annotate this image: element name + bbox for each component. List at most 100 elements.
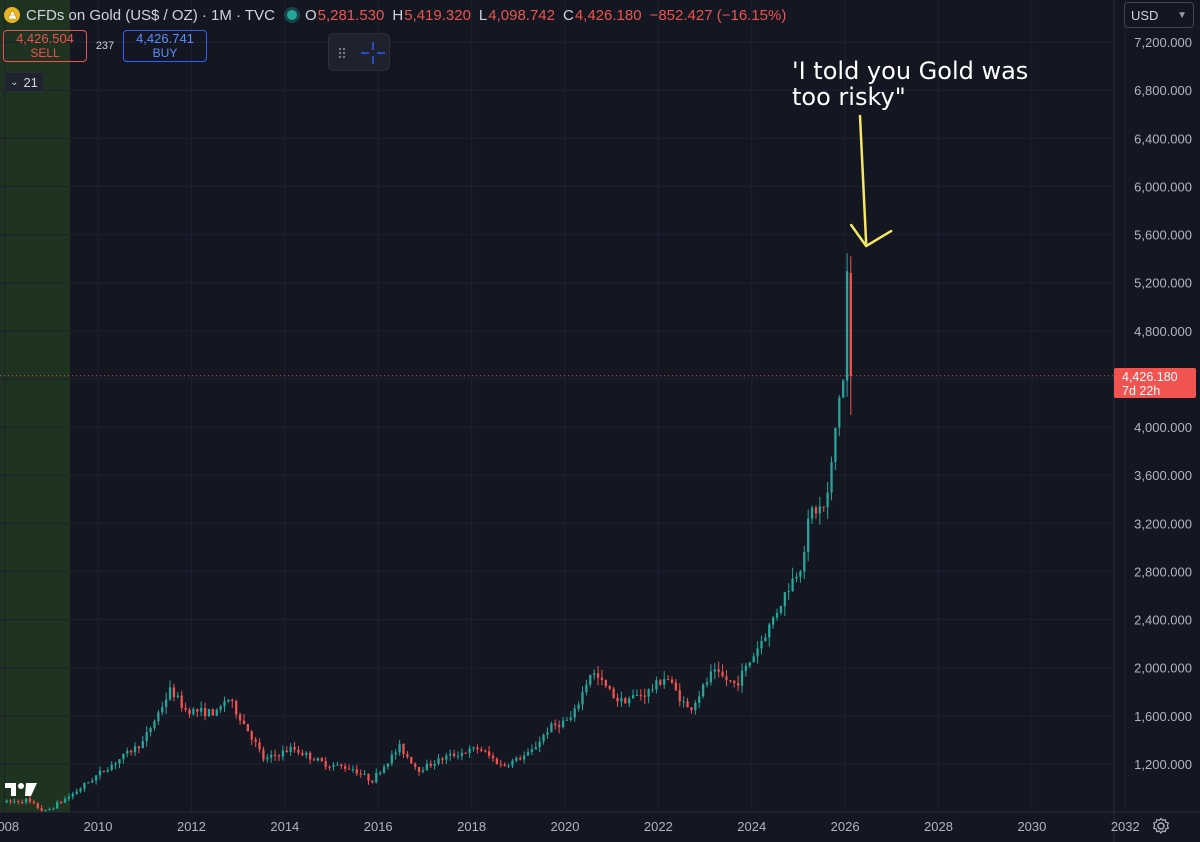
candle-body bbox=[165, 699, 168, 707]
candle-body bbox=[589, 675, 592, 685]
candle-body bbox=[75, 791, 78, 794]
candle-body bbox=[838, 397, 841, 428]
candle-body bbox=[480, 749, 483, 751]
candle-body bbox=[122, 753, 125, 760]
price-tick-label: 7,200.000 bbox=[1134, 35, 1192, 50]
candle-body bbox=[503, 764, 506, 767]
candle-body bbox=[242, 720, 246, 725]
currency-selector[interactable]: USD ▼ bbox=[1124, 2, 1194, 28]
candle-body bbox=[83, 782, 86, 789]
candle-body bbox=[56, 802, 59, 809]
candle-body bbox=[721, 671, 724, 677]
candle-body bbox=[464, 752, 467, 754]
candle-body bbox=[98, 770, 102, 776]
candle-body bbox=[417, 766, 421, 772]
candle-body bbox=[628, 698, 631, 704]
candle-body bbox=[647, 689, 650, 697]
candle-body bbox=[375, 772, 378, 783]
candle-body bbox=[581, 692, 584, 705]
symbol-header: CFDs on Gold (US$ / OZ) · 1M · TVC O 5,28… bbox=[4, 5, 794, 25]
candle-body bbox=[748, 662, 751, 666]
market-status-icon[interactable] bbox=[286, 10, 297, 20]
candle-body bbox=[612, 688, 615, 698]
candle-body bbox=[499, 764, 502, 766]
candle-body bbox=[5, 800, 8, 803]
candle-body bbox=[639, 695, 643, 697]
time-tick-label: 2016 bbox=[364, 819, 393, 834]
candle-body bbox=[569, 717, 572, 720]
candle-body bbox=[772, 617, 775, 625]
buy-button[interactable]: 4,426.741 BUY bbox=[123, 30, 207, 62]
candle-body bbox=[281, 750, 285, 757]
candle-body bbox=[324, 761, 327, 767]
candle-body bbox=[40, 808, 43, 811]
indicator-toggle[interactable]: ⌄ 21 bbox=[4, 72, 44, 92]
candle-body bbox=[468, 748, 471, 754]
candle-body bbox=[270, 754, 273, 758]
candle-body bbox=[725, 676, 728, 681]
candle-body bbox=[783, 592, 786, 606]
drag-handle-icon[interactable] bbox=[338, 47, 346, 59]
candle-body bbox=[670, 679, 674, 683]
candle-body bbox=[238, 714, 242, 721]
candle-body bbox=[126, 750, 129, 754]
candle-body bbox=[775, 613, 779, 618]
candle-body bbox=[17, 800, 20, 802]
tradingview-logo[interactable] bbox=[4, 780, 38, 803]
candle-body bbox=[180, 695, 183, 708]
candle-body bbox=[674, 682, 678, 691]
candle-body bbox=[137, 746, 141, 749]
price-tick-label: 5,200.000 bbox=[1134, 276, 1192, 291]
candle-body bbox=[258, 742, 261, 750]
candle-body bbox=[807, 518, 810, 553]
candle-body bbox=[495, 758, 499, 765]
crosshair-icon[interactable] bbox=[361, 42, 385, 64]
candle-body bbox=[332, 765, 335, 767]
candle-body bbox=[63, 798, 67, 803]
candle-body bbox=[262, 749, 265, 760]
candle-body bbox=[538, 741, 541, 748]
candle-body bbox=[456, 755, 460, 757]
candle-body bbox=[421, 770, 425, 772]
candle-body bbox=[118, 759, 121, 764]
candle-body bbox=[382, 766, 386, 773]
candle-body bbox=[441, 758, 444, 760]
candle-body bbox=[546, 732, 549, 735]
candle-body bbox=[604, 679, 607, 687]
candle-body bbox=[795, 576, 798, 579]
price-tick-label: 1,200.000 bbox=[1134, 757, 1192, 772]
price-tick-label: 2,800.000 bbox=[1134, 564, 1192, 579]
candle-body bbox=[79, 788, 82, 792]
time-tick-label: 2020 bbox=[551, 819, 580, 834]
candle-body bbox=[351, 769, 355, 771]
settings-gear-icon[interactable] bbox=[1152, 817, 1170, 840]
spread-value: 237 bbox=[95, 40, 115, 52]
price-axis[interactable]: 1,200.000 1,600.000 2,000.000 2,400.000 2,80… bbox=[1134, 35, 1192, 772]
symbol-title[interactable]: CFDs on Gold (US$ / OZ) · 1M · TVC bbox=[26, 6, 275, 24]
candle-body bbox=[32, 801, 35, 804]
floating-toolbar[interactable] bbox=[328, 33, 390, 71]
candle-body bbox=[106, 769, 109, 772]
candle-body bbox=[207, 709, 211, 717]
time-tick-label: 2032 bbox=[1111, 819, 1140, 834]
candle-body bbox=[188, 709, 191, 715]
sell-button[interactable]: 4,426.504 SELL bbox=[3, 30, 87, 62]
candle-body bbox=[305, 752, 308, 755]
candle-body bbox=[235, 701, 238, 715]
candle-body bbox=[620, 698, 623, 702]
candle-body bbox=[557, 725, 561, 728]
time-axis[interactable]: 2008 2010 2012 2014 2016 2018 2020 2022 2024 2026… bbox=[0, 819, 1140, 834]
candle-body bbox=[231, 699, 234, 702]
candle-body bbox=[363, 773, 366, 775]
candle-body bbox=[698, 696, 701, 703]
candle-body bbox=[316, 758, 320, 761]
candle-body bbox=[437, 758, 440, 764]
candle-body bbox=[21, 801, 24, 803]
candle-body bbox=[414, 763, 417, 767]
candle-body bbox=[651, 689, 654, 691]
candle-body bbox=[822, 506, 825, 508]
candle-body bbox=[561, 720, 565, 728]
candle-body bbox=[114, 763, 117, 765]
price-tick-label: 6,800.000 bbox=[1134, 83, 1192, 98]
